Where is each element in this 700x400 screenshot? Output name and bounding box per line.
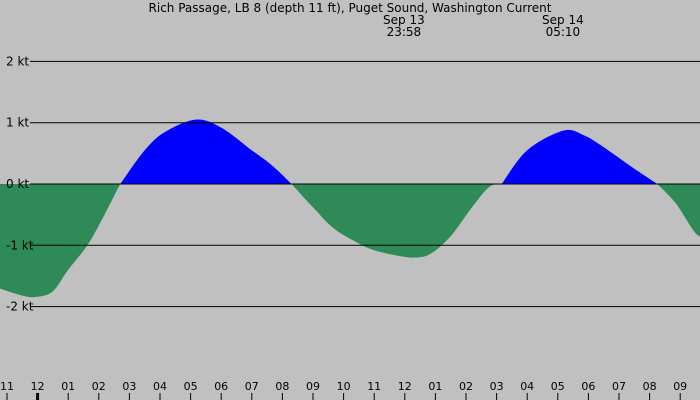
ebb-area-0	[0, 184, 121, 298]
hour-tick-label-17: 04	[520, 380, 534, 393]
hour-tick-label-16: 03	[490, 380, 504, 393]
hour-tick-label-5: 04	[153, 380, 167, 393]
hour-tick-label-9: 08	[275, 380, 289, 393]
hour-tick-label-18: 05	[551, 380, 565, 393]
flood-area-1	[501, 129, 658, 184]
hour-tick-label-0: 11	[0, 380, 14, 393]
hour-tick-label-22: 09	[673, 380, 687, 393]
top-label-date-1: Sep 14	[542, 13, 584, 27]
y-tick-label-2: 0 kt	[6, 177, 29, 191]
hour-tick-label-4: 03	[122, 380, 136, 393]
ebb-area-1	[291, 184, 502, 258]
hour-tick-label-19: 06	[581, 380, 595, 393]
hour-tick-label-11: 10	[337, 380, 351, 393]
top-label-time-1: 05:10	[546, 25, 581, 39]
hour-tick-label-8: 07	[245, 380, 259, 393]
hour-tick-label-6: 05	[184, 380, 198, 393]
hour-tick-label-13: 12	[398, 380, 412, 393]
hour-tick-label-12: 11	[367, 380, 381, 393]
hour-tick-label-7: 06	[214, 380, 228, 393]
hour-tick-label-20: 07	[612, 380, 626, 393]
hour-tick-label-14: 01	[428, 380, 442, 393]
y-tick-label-4: -2 kt	[6, 300, 34, 314]
hour-tick-label-3: 02	[92, 380, 106, 393]
y-tick-label-3: -1 kt	[6, 238, 34, 252]
hour-tick-label-15: 02	[459, 380, 473, 393]
hour-tick-label-21: 08	[643, 380, 657, 393]
top-label-date-0: Sep 13	[383, 13, 425, 27]
hour-tick-label-1: 12	[31, 380, 45, 393]
flood-area-0	[120, 119, 292, 184]
hour-tick-label-2: 01	[61, 380, 75, 393]
top-label-time-0: 23:58	[387, 25, 422, 39]
y-tick-label-0: 2 kt	[6, 54, 29, 68]
chart-title: Rich Passage, LB 8 (depth 11 ft), Puget …	[149, 1, 552, 15]
hour-tick-label-10: 09	[306, 380, 320, 393]
ebb-area-2	[657, 184, 700, 237]
y-tick-label-1: 1 kt	[6, 116, 29, 130]
